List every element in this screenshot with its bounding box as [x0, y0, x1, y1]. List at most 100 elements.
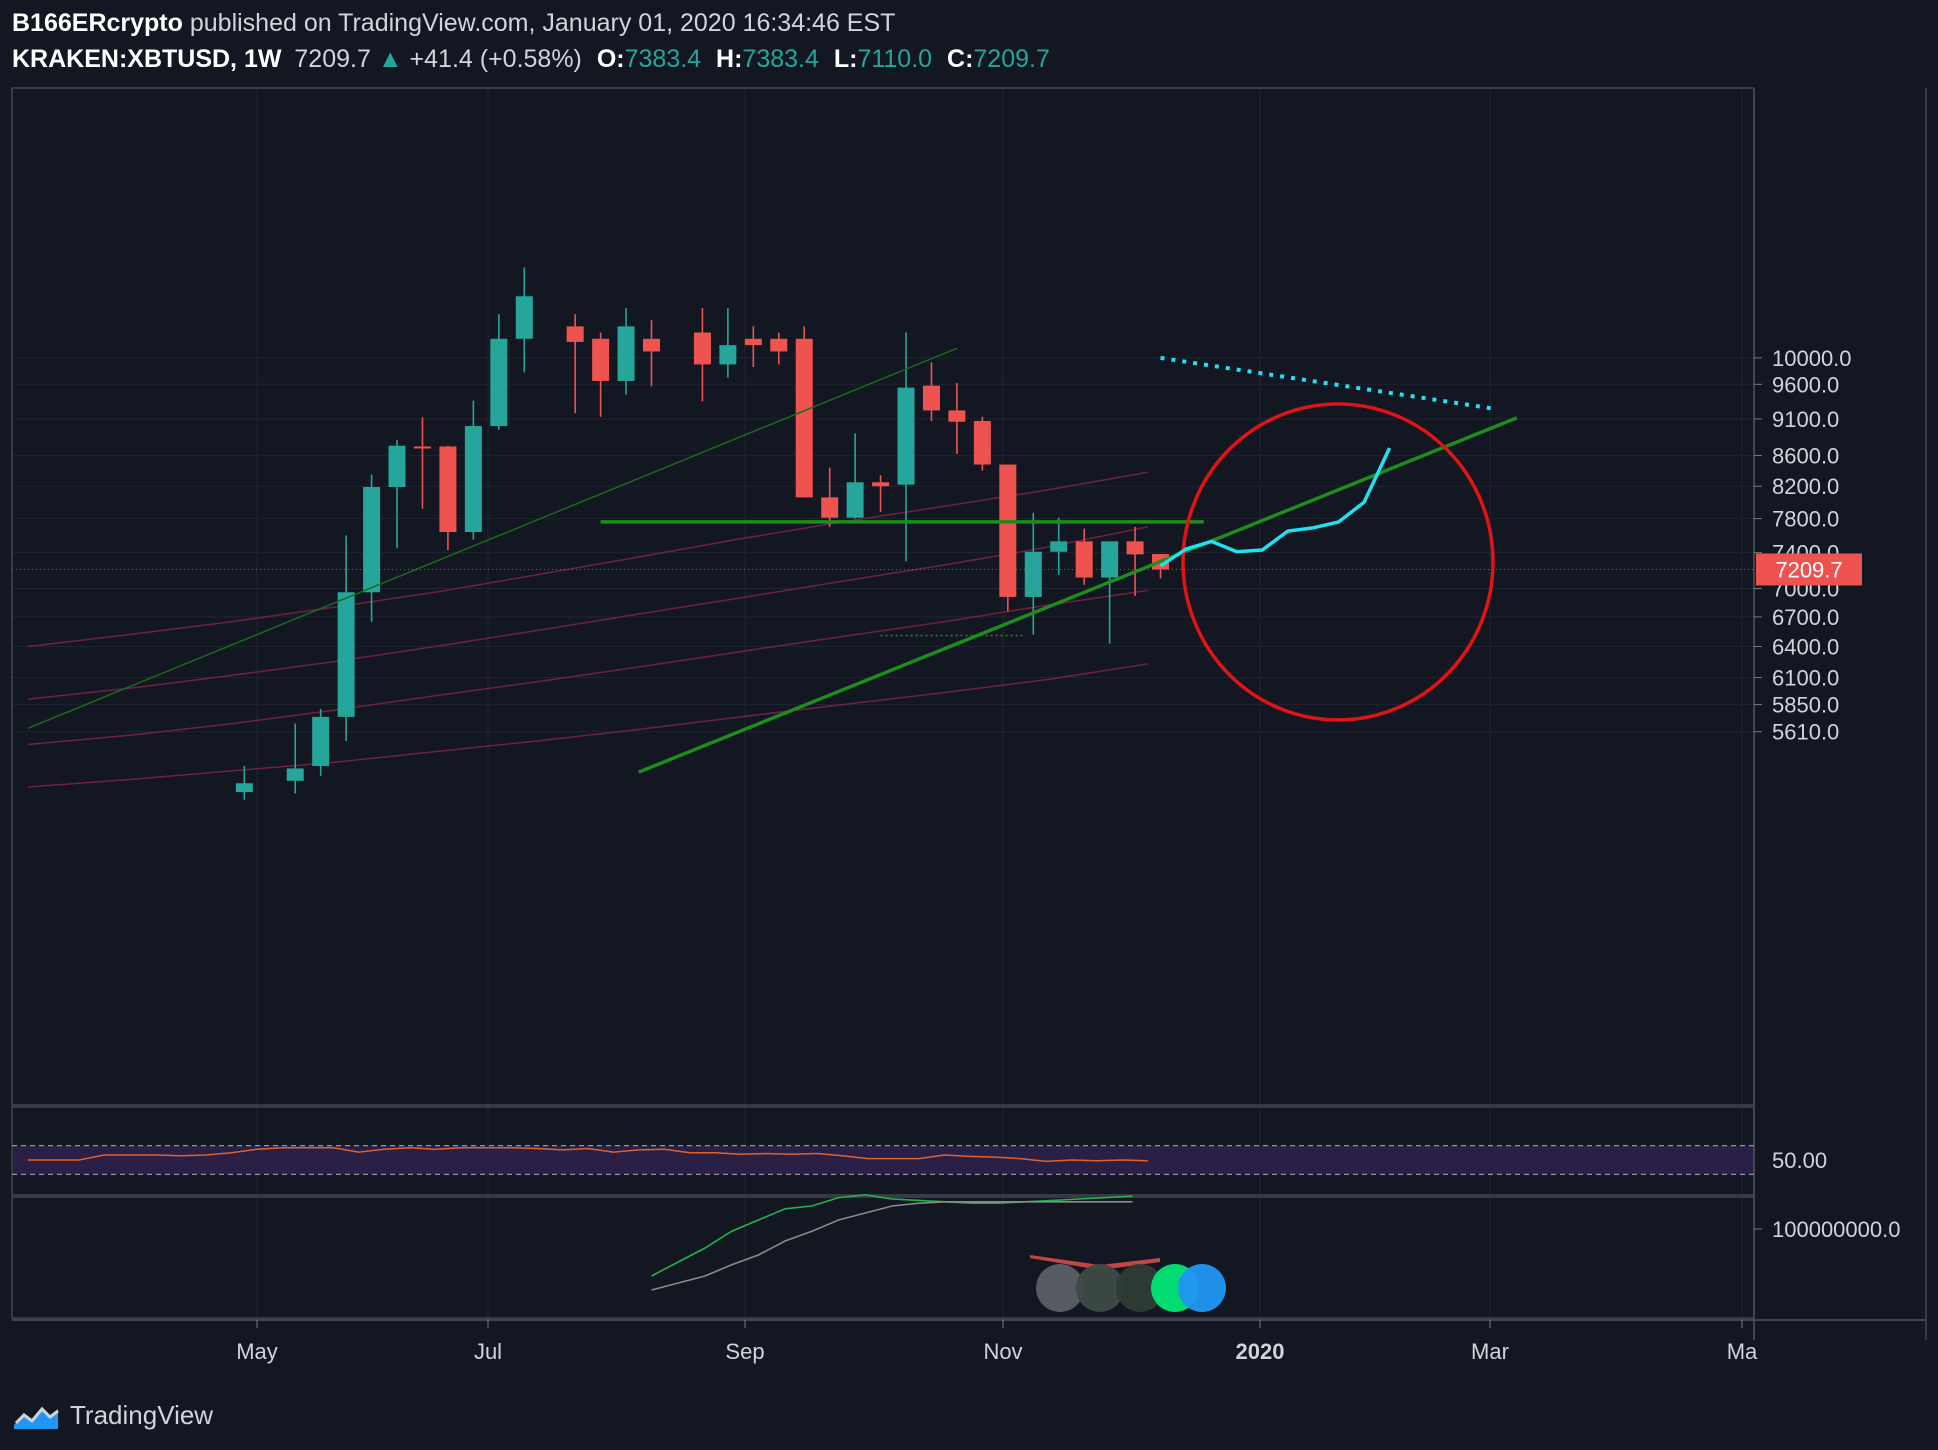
bearish-candle [592, 332, 610, 417]
symbol-label[interactable]: KRAKEN:XBTUSD, 1W [12, 45, 282, 73]
bearish-candle [1126, 526, 1144, 596]
bullish-candle [515, 267, 533, 373]
price-axis[interactable]: 10000.09600.09100.08600.08200.07800.0740… [1754, 346, 1862, 745]
footer: TradingView [12, 1395, 213, 1435]
candle-body [693, 332, 711, 365]
candle-body [566, 326, 584, 342]
time-tick-label: Sep [725, 1339, 764, 1364]
bearish-candle [744, 326, 762, 368]
support-trendline [638, 416, 1518, 774]
author-name[interactable]: B166ERcrypto [12, 9, 183, 37]
bullish-candle [464, 400, 482, 540]
price-tick-label: 6400.0 [1772, 634, 1839, 659]
price-tick-label: 7800.0 [1772, 507, 1839, 532]
bearish-candle [770, 332, 788, 365]
highlight-circle [1181, 402, 1495, 722]
upper-trendline [27, 347, 958, 729]
candle-body [897, 387, 915, 485]
chart-header: B166ERcrypto published on TradingView.co… [0, 0, 1938, 88]
candle-body [821, 497, 839, 518]
moving-average-line [27, 663, 1148, 788]
bullish-candle [312, 709, 330, 776]
candle-body [643, 338, 661, 352]
current-price-tag-label: 7209.7 [1775, 557, 1842, 582]
bullish-candle [388, 439, 406, 549]
rsi-axis-label: 50.00 [1772, 1148, 1827, 1173]
candle-body [413, 446, 431, 449]
time-tick-label: May [236, 1339, 278, 1364]
low-label: L: [833, 45, 858, 73]
bearish-candle [872, 475, 890, 512]
time-tick-label: Jul [474, 1339, 502, 1364]
bearish-candle [948, 382, 966, 454]
bearish-candle [566, 314, 584, 414]
volume-shade [1030, 1255, 1160, 1270]
time-tick-label: Nov [983, 1339, 1022, 1364]
price-tick-label: 6100.0 [1772, 666, 1839, 691]
moving-average-line [27, 589, 1148, 746]
candle-body [439, 446, 457, 532]
bearish-candle [973, 416, 991, 471]
bearish-candle [821, 467, 839, 527]
projection-path [1159, 447, 1392, 568]
candle-body [770, 338, 788, 352]
up-arrow-icon: ▲ [377, 45, 403, 73]
open-label: O: [596, 45, 625, 73]
pane-border [11, 87, 1755, 1106]
bearish-candle [693, 308, 711, 402]
candle-body [948, 410, 966, 422]
price-tick-label: 10000.0 [1772, 346, 1852, 371]
candle-body [1024, 551, 1042, 597]
grid [12, 88, 1754, 1318]
bearish-candle [999, 464, 1017, 612]
volume-panel: 100000000.0 [651, 1193, 1900, 1312]
footer-brand[interactable]: TradingView [70, 1399, 214, 1430]
volume-line [651, 1193, 1133, 1277]
moving-average-line [27, 526, 1148, 700]
candle-body [846, 482, 864, 518]
publish-info: B166ERcrypto published on TradingView.co… [12, 9, 895, 38]
rsi-line [28, 1147, 1148, 1163]
low-value: 7110.0 [857, 45, 933, 73]
candle-body [388, 445, 406, 488]
rsi-panel: 50.00 [12, 1144, 1827, 1176]
candle-body [617, 326, 635, 381]
bullish-candle [235, 766, 253, 800]
bullish-candle [490, 314, 508, 430]
high-value: 7383.4 [742, 45, 819, 73]
candles [27, 267, 1170, 800]
price-tick-label: 5850.0 [1772, 693, 1839, 718]
tradingview-logo-icon [14, 1406, 59, 1429]
bullish-candle [617, 308, 635, 395]
volume-axis-label: 100000000.0 [1772, 1217, 1900, 1242]
bearish-candle [439, 445, 457, 550]
candle-body [1075, 541, 1093, 578]
candle-body [999, 464, 1017, 597]
candle-body [1050, 541, 1068, 552]
candle-body [235, 783, 253, 793]
volume-marker [1036, 1264, 1084, 1312]
candle-body [872, 482, 890, 487]
candle-body [795, 338, 813, 498]
rsi-band-fill [13, 1145, 1753, 1175]
candle-body [337, 592, 355, 717]
price-tick-label: 8600.0 [1772, 443, 1839, 468]
bullish-candle [846, 433, 864, 519]
bullish-candle [286, 723, 304, 794]
price-tick-label: 5610.0 [1772, 720, 1839, 745]
candle-body [592, 338, 610, 381]
candle-body [1101, 541, 1119, 578]
price-tick-label: 9100.0 [1772, 407, 1839, 432]
candle-body [464, 426, 482, 532]
candle-body [973, 421, 991, 465]
drawings[interactable] [12, 347, 1754, 774]
bullish-candle [363, 474, 381, 622]
bearish-candle [413, 417, 431, 509]
volume-marker [1076, 1264, 1124, 1312]
candle-body [363, 487, 381, 593]
price-tick-label: 6700.0 [1772, 605, 1839, 630]
pane-border [11, 1196, 1755, 1319]
time-axis[interactable]: May Jul Sep Nov 2020 Mar Ma [236, 1320, 1758, 1364]
bullish-candle [719, 308, 737, 378]
